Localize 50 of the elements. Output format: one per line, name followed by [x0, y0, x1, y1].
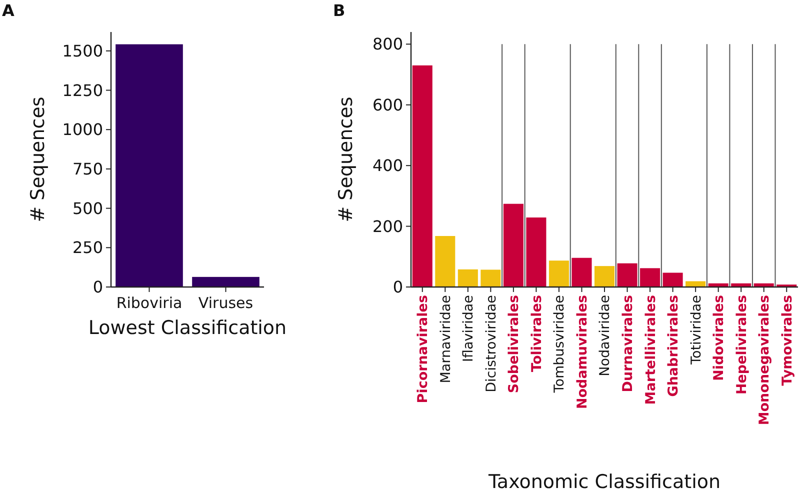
x-tick-label: Nodaviridae	[597, 295, 614, 376]
x-tick-label: Viruses	[198, 294, 254, 312]
x-tick-label: Durnavirales	[620, 295, 636, 392]
y-tick-label: 200	[372, 216, 403, 236]
x-tick-label: Riboviria	[116, 294, 182, 312]
bar	[435, 236, 456, 287]
y-tick-label: 0	[92, 278, 103, 297]
bar	[503, 204, 524, 287]
x-tick-label: Sobelivirales	[506, 295, 522, 394]
bar	[686, 281, 706, 287]
bar	[594, 266, 615, 287]
y-tick-label: 500	[72, 198, 103, 218]
y-tick-label: 1000	[62, 120, 103, 140]
bar	[548, 260, 569, 287]
x-tick-label: Totiviridae	[688, 295, 704, 366]
chart-title: B	[333, 1, 346, 20]
bar	[617, 263, 638, 287]
x-tick-label: Tombusviridae	[552, 295, 568, 394]
y-tick-label: 600	[372, 95, 403, 114]
x-tick-label: Tolivirales	[528, 295, 545, 372]
x-tick-label: Iflaviridae	[460, 295, 477, 362]
bar	[572, 258, 592, 287]
y-axis-title: # Sequences	[27, 96, 49, 222]
y-tick-label: 400	[372, 156, 403, 176]
chart-title: A	[2, 1, 15, 20]
bar	[662, 272, 683, 287]
bar	[480, 270, 501, 287]
y-tick-label: 1250	[62, 80, 103, 100]
y-tick-label: 0	[392, 278, 403, 297]
x-tick-label: Marnaviridae	[438, 295, 454, 384]
x-tick-label: Nidovirales	[711, 295, 728, 381]
x-tick-label: Hepelivirales	[734, 295, 750, 395]
y-tick-label: 1500	[62, 41, 103, 60]
bar	[458, 269, 478, 287]
y-tick-label: 250	[72, 238, 103, 258]
x-tick-label: Dicistroviridae	[483, 295, 500, 392]
bar	[526, 217, 546, 287]
x-tick-label: Ghabrivirales	[666, 295, 682, 397]
bar	[640, 268, 660, 287]
x-tick-label: Tymovirales	[779, 295, 796, 386]
x-axis-title: Taxonomic Classification	[487, 471, 721, 493]
x-tick-label: Mononegavirales	[756, 295, 773, 426]
x-tick-label: Nodamuvirales	[574, 295, 590, 410]
x-tick-label: Martellivirales	[642, 295, 659, 405]
x-axis-title: Lowest Classification	[88, 317, 287, 339]
bar	[412, 65, 432, 287]
x-tick-label: Picornavirales	[415, 295, 432, 404]
y-axis-title: # Sequences	[335, 96, 357, 222]
y-tick-label: 800	[372, 34, 403, 54]
y-tick-label: 750	[72, 160, 103, 179]
